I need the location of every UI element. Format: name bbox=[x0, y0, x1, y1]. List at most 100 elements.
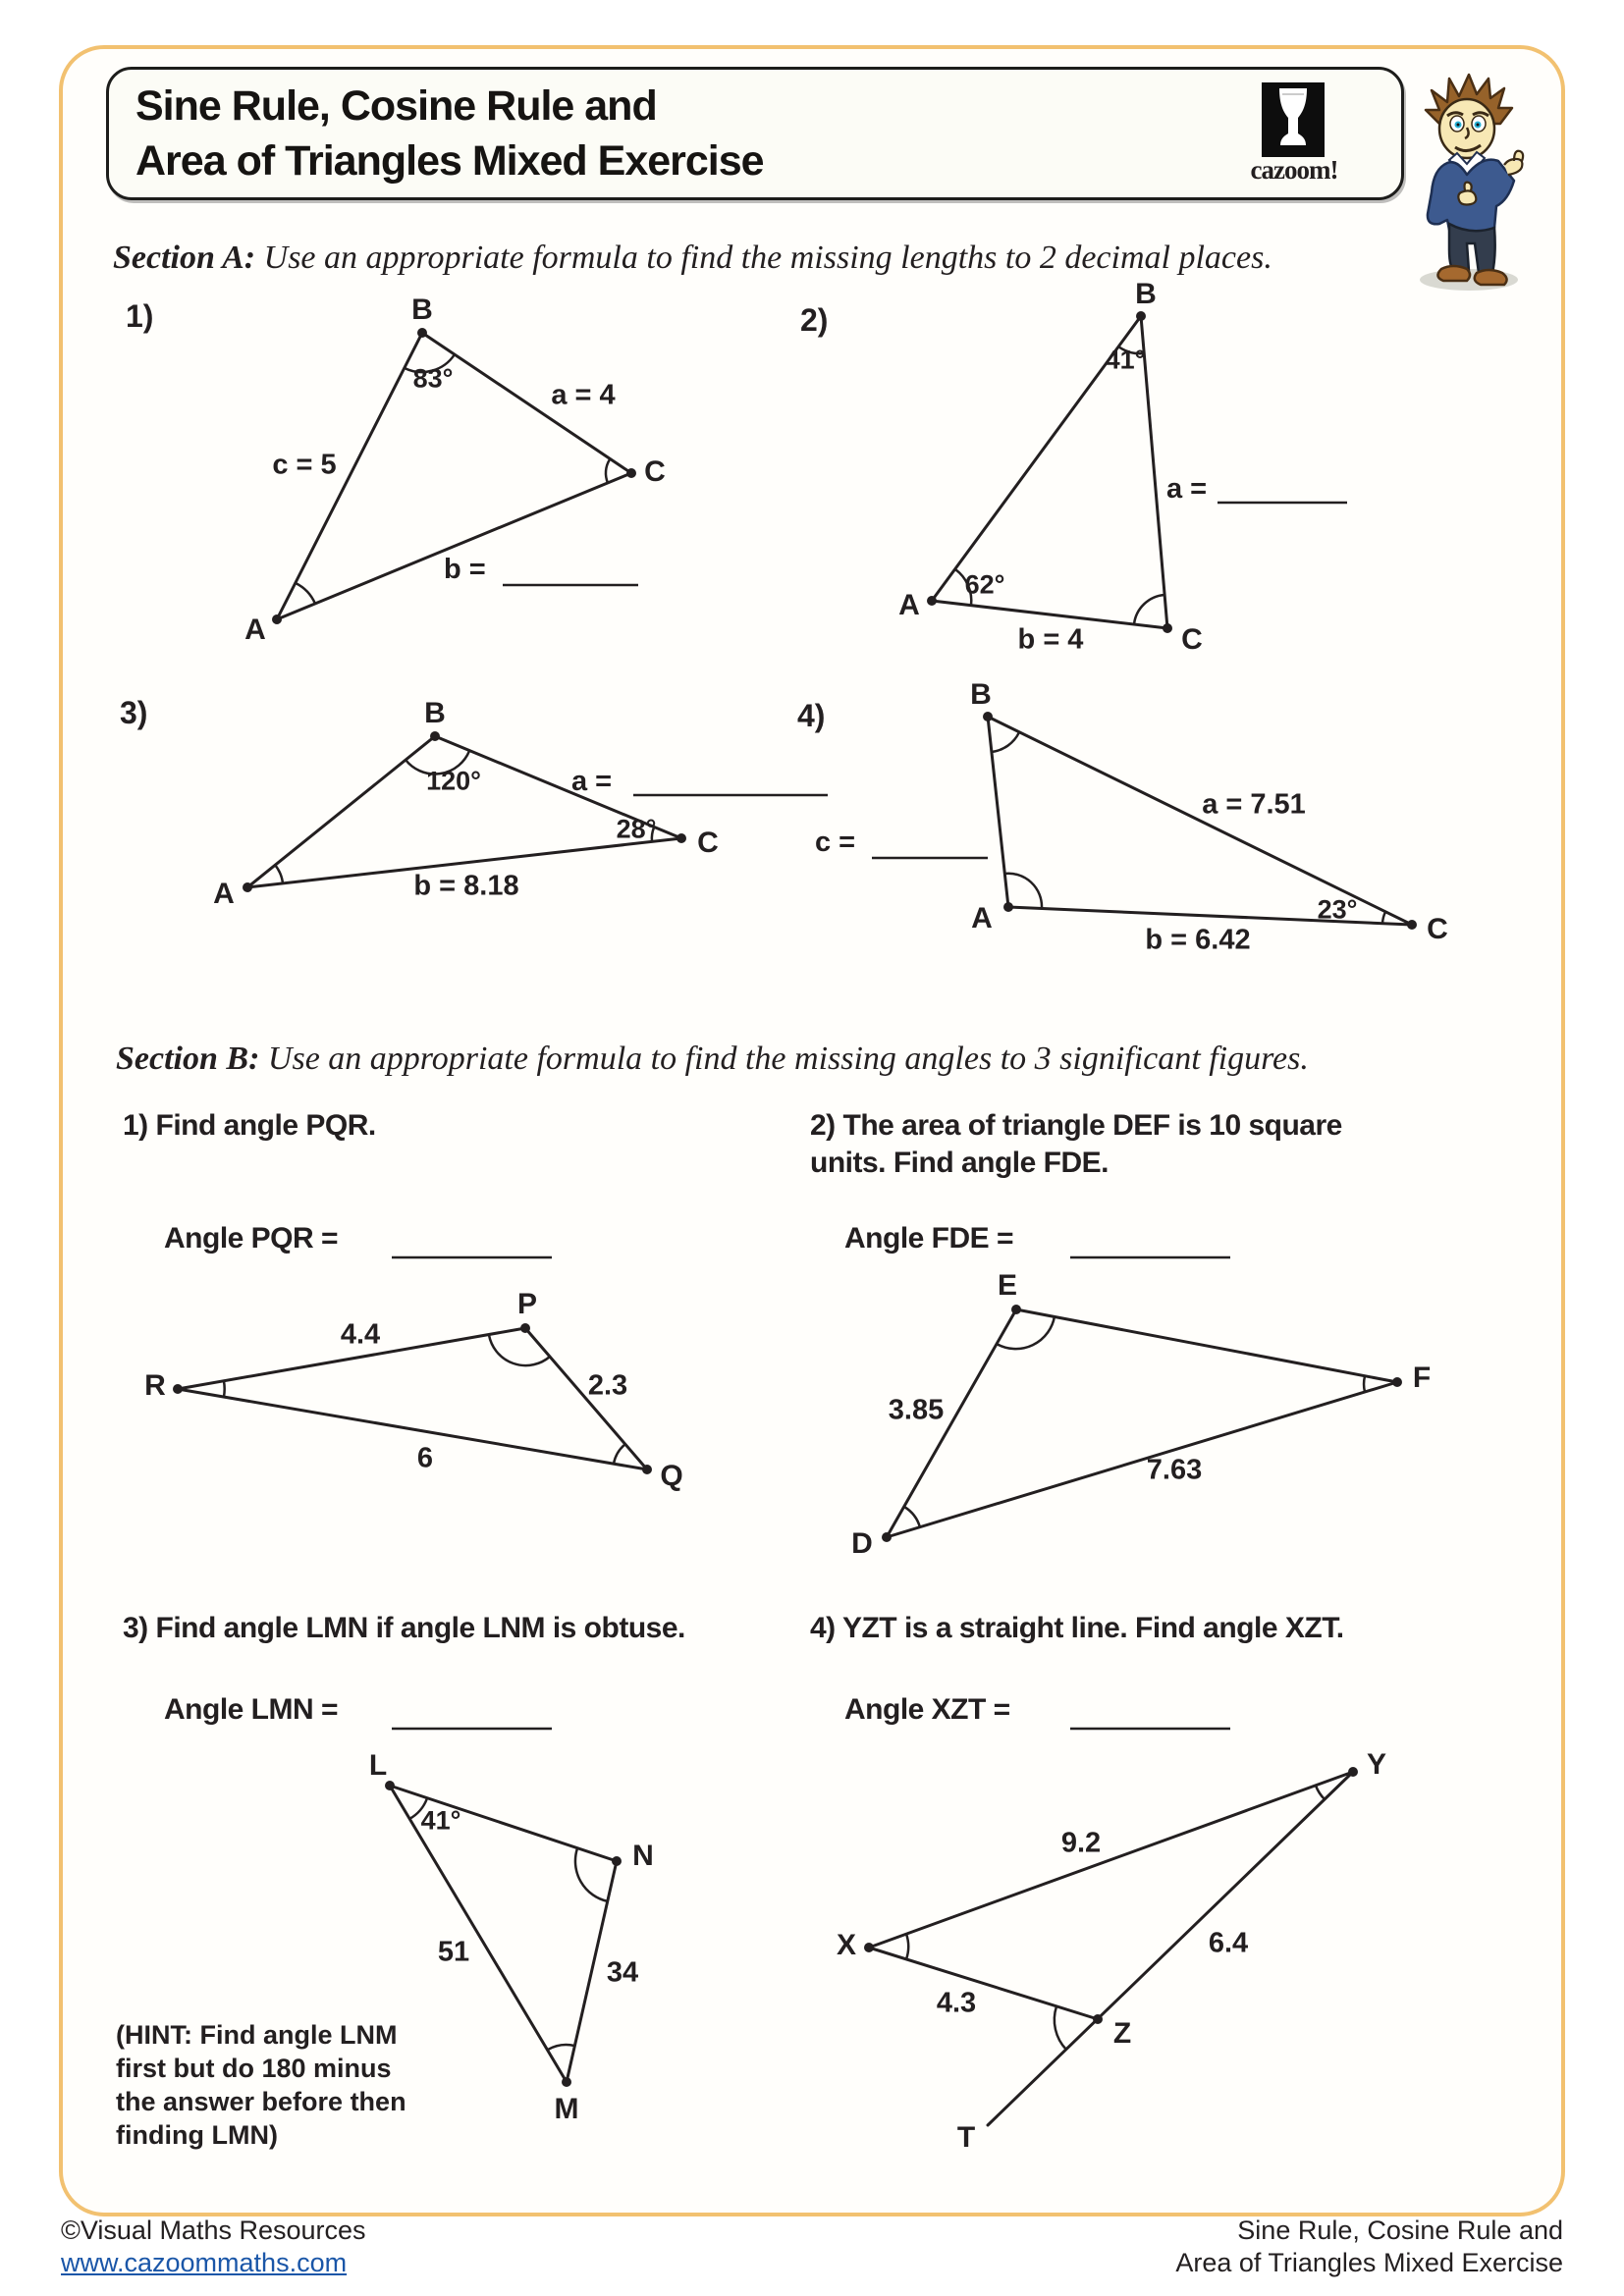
section-b-instruction: Use an appropriate formula to find the m… bbox=[267, 1041, 1309, 1077]
answer-label-xzt: Angle XZT = bbox=[844, 1693, 1010, 1726]
blank-label-a: a = bbox=[571, 766, 613, 797]
vertex-label-c: C bbox=[1181, 623, 1203, 656]
side-label-23: 2.3 bbox=[587, 1369, 628, 1402]
side-label-64: 6.4 bbox=[1208, 1927, 1249, 1959]
problem-a4-number: 4) bbox=[797, 698, 826, 733]
vertex-label-z: Z bbox=[1112, 2017, 1132, 2050]
hint-line4: finding LMN) bbox=[116, 2120, 278, 2150]
side-label-763: 7.63 bbox=[1146, 1454, 1203, 1486]
figure-b3-triangle-lmn bbox=[385, 1781, 622, 2087]
angle-label-83: 83° bbox=[412, 363, 454, 394]
worksheet-title-box bbox=[106, 67, 1404, 200]
vertex-label-c: C bbox=[697, 827, 719, 859]
answer-label-lmn: Angle LMN = bbox=[164, 1693, 339, 1726]
section-b-label: Section B: bbox=[116, 1041, 260, 1077]
answer-label-fde: Angle FDE = bbox=[844, 1222, 1014, 1255]
page-border-frame bbox=[59, 45, 1565, 2216]
figure-a1-triangle-abc bbox=[272, 328, 638, 624]
side-label-51: 51 bbox=[437, 1936, 470, 1968]
footer-ref-line2: Area of Triangles Mixed Exercise bbox=[1175, 2248, 1563, 2277]
vertex-label-a: A bbox=[213, 878, 235, 910]
side-label-a751: a = 7.51 bbox=[1202, 788, 1306, 821]
blank-label-a: a = bbox=[1166, 473, 1208, 505]
angle-label-62: 62° bbox=[964, 569, 1005, 600]
vertex-label-y: Y bbox=[1366, 1748, 1387, 1781]
figure-b1-triangle-pqr bbox=[173, 1323, 652, 1474]
vertex-label-d: D bbox=[851, 1527, 873, 1560]
footer-ref-line1: Sine Rule, Cosine Rule and bbox=[1237, 2216, 1563, 2245]
page-title: Sine Rule, Cosine Rule and Area of Trian… bbox=[135, 79, 765, 188]
vertex-label-c: C bbox=[644, 455, 666, 488]
vertex-label-a: A bbox=[971, 902, 993, 934]
footer-website-link[interactable]: www.cazoommaths.com bbox=[61, 2248, 348, 2277]
figure-a4-triangle-abc bbox=[872, 712, 1417, 930]
problem-b4-title: 4) YZT is a straight line. Find angle XZ… bbox=[810, 1612, 1344, 1644]
side-label-92: 9.2 bbox=[1060, 1827, 1102, 1859]
problem-b3-title: 3) Find angle LMN if angle LNM is obtuse… bbox=[123, 1612, 685, 1644]
hint-line3: the answer before then bbox=[116, 2087, 406, 2116]
hint-line2: first but do 180 minus bbox=[116, 2054, 392, 2083]
side-label-43: 4.3 bbox=[936, 1987, 977, 2019]
vertex-label-r: R bbox=[144, 1369, 166, 1402]
figure-b2-triangle-def bbox=[882, 1305, 1402, 1542]
answer-label-pqr: Angle PQR = bbox=[164, 1222, 339, 1255]
section-a-instruction: Use an appropriate formula to find the m… bbox=[263, 240, 1272, 276]
angle-label-41: 41° bbox=[1105, 345, 1146, 375]
page-title-line2: Area of Triangles Mixed Exercise bbox=[135, 137, 765, 185]
side-label-6: 6 bbox=[416, 1442, 434, 1474]
vertex-label-m: M bbox=[554, 2093, 579, 2125]
side-label-c5: c = 5 bbox=[272, 449, 337, 481]
section-b-answer-lines bbox=[392, 1255, 1230, 1731]
problem-a2-number: 2) bbox=[800, 302, 829, 338]
footer-copyright: ©Visual Maths Resources bbox=[61, 2216, 366, 2245]
side-label-385: 3.85 bbox=[888, 1394, 945, 1426]
section-a-heading: Section A: Use an appropriate formula to… bbox=[113, 240, 1272, 277]
footer-right: Sine Rule, Cosine Rule and Area of Trian… bbox=[1175, 2215, 1563, 2279]
side-label-b4: b = 4 bbox=[1017, 623, 1084, 656]
vertex-label-f: F bbox=[1412, 1362, 1432, 1394]
vertex-label-n: N bbox=[632, 1840, 654, 1872]
page-title-line1: Sine Rule, Cosine Rule and bbox=[135, 82, 658, 130]
hint-line1: (HINT: Find angle LNM bbox=[116, 2020, 398, 2050]
section-b-heading: Section B: Use an appropriate formula to… bbox=[116, 1041, 1309, 1078]
side-label-34: 34 bbox=[606, 1956, 639, 1989]
cazoom-logo-text: cazoom! bbox=[1250, 155, 1339, 185]
vertex-label-b: B bbox=[411, 294, 433, 326]
problem-b2-title-line1: 2) The area of triangle DEF is 10 square bbox=[810, 1109, 1342, 1142]
cazoom-logo-icon bbox=[1262, 82, 1325, 157]
angle-label-23: 23° bbox=[1317, 894, 1358, 925]
section-a-label: Section A: bbox=[113, 240, 256, 276]
vertex-label-l: L bbox=[368, 1749, 388, 1782]
problem-b2-title-line2: units. Find angle FDE. bbox=[810, 1147, 1110, 1179]
angle-label-41: 41° bbox=[420, 1805, 461, 1836]
vertex-label-b: B bbox=[1135, 278, 1157, 310]
angle-label-28: 28° bbox=[616, 814, 657, 844]
vertex-label-b: B bbox=[970, 678, 992, 711]
figure-a3-triangle-abc bbox=[243, 731, 828, 892]
side-label-a4: a = 4 bbox=[551, 379, 616, 411]
vertex-label-x: X bbox=[836, 1929, 857, 1961]
problem-b1-title: 1) Find angle PQR. bbox=[123, 1109, 376, 1142]
vertex-label-c: C bbox=[1427, 913, 1448, 945]
vertex-label-a: A bbox=[898, 589, 920, 621]
footer-left: ©Visual Maths Resources www.cazoommaths.… bbox=[61, 2215, 366, 2279]
goblet-icon bbox=[1279, 88, 1307, 145]
problem-a1-number: 1) bbox=[126, 298, 154, 334]
side-label-b642: b = 6.42 bbox=[1145, 924, 1251, 956]
vertex-label-p: P bbox=[516, 1288, 538, 1320]
hint-text: (HINT: Find angle LNM first but do 180 m… bbox=[116, 2018, 406, 2152]
blank-label-b: b = bbox=[444, 554, 486, 585]
blank-label-c: c = bbox=[815, 827, 856, 858]
figure-b4-triangle-xyz-line-t bbox=[864, 1767, 1358, 2127]
mascot-boy-illustration bbox=[1420, 73, 1525, 291]
vertex-label-a: A bbox=[244, 614, 266, 646]
vertex-label-q: Q bbox=[660, 1460, 683, 1492]
side-label-44: 4.4 bbox=[340, 1318, 381, 1351]
figure-a2-triangle-abc bbox=[927, 311, 1347, 633]
problem-a3-number: 3) bbox=[120, 695, 148, 730]
vertex-label-e: E bbox=[997, 1269, 1018, 1302]
vertex-label-b: B bbox=[424, 697, 446, 729]
side-label-b818: b = 8.18 bbox=[413, 870, 519, 902]
